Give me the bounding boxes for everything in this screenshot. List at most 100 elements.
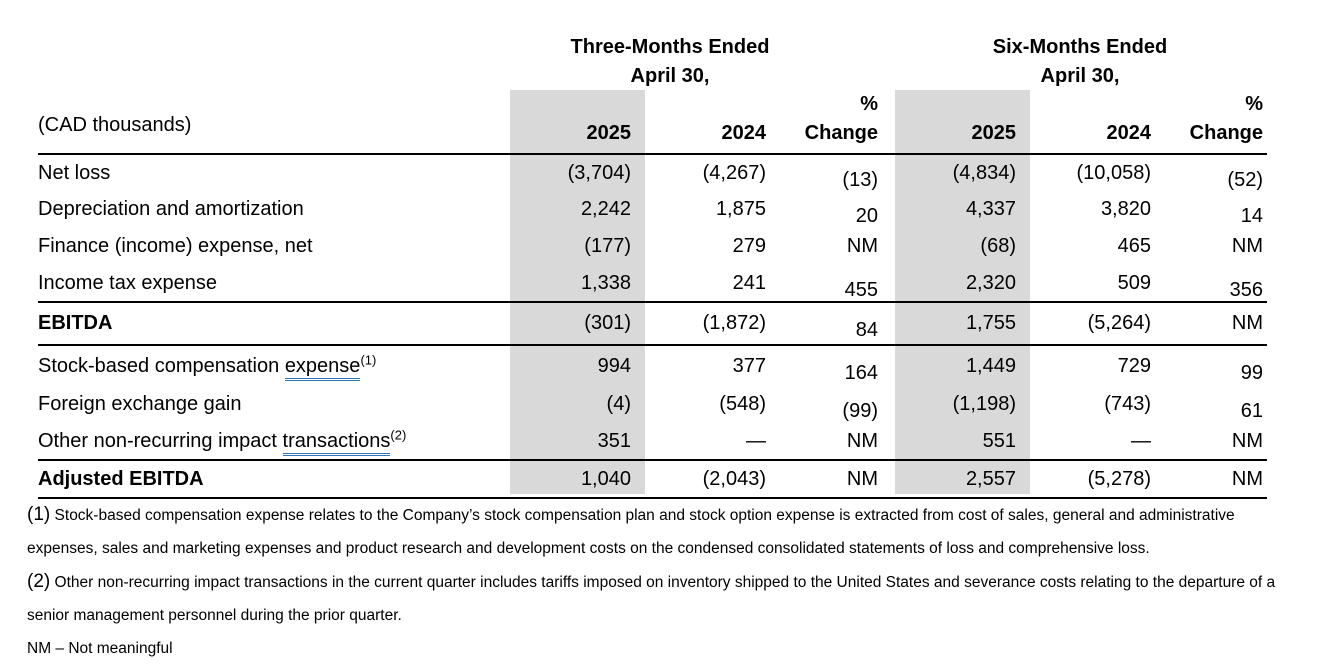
cell-value: 99 (1240, 361, 1263, 384)
column-gap (882, 345, 895, 386)
value-cell: 241 (645, 265, 780, 302)
value-cell: NM (780, 423, 882, 460)
value-cell: (68) (895, 228, 1030, 265)
cell-value: 1,875 (715, 198, 766, 220)
cell-value: NM (846, 235, 878, 257)
row-label: Foreign exchange gain (38, 393, 242, 415)
value-cell: 551 (895, 423, 1030, 460)
value-cell: 1,875 (645, 191, 780, 228)
shaded-column-2025-six-months (895, 90, 1030, 494)
row-label: Income tax expense (38, 271, 217, 294)
column-gap (882, 191, 895, 228)
cell-value: (4) (606, 393, 631, 415)
cell-value: 20 (855, 205, 878, 227)
value-cell: 1,040 (510, 460, 645, 498)
value-cell: 2,242 (510, 191, 645, 228)
table-row: Stock-based compensation expense(1) 994 37… (38, 345, 1267, 386)
value-cell: 279 (645, 228, 780, 265)
value-cell: NM (1165, 302, 1267, 345)
value-cell: (99) (780, 386, 882, 423)
footnote-2-text: Other non-recurring impact transactions … (27, 574, 1276, 624)
cell-value: (68) (980, 235, 1016, 257)
value-cell: (177) (510, 228, 645, 265)
row-label: Depreciation and amortization (38, 198, 304, 220)
value-cell: (5,278) (1030, 460, 1165, 498)
value-cell: (2,043) (645, 460, 780, 498)
footnote-2-marker: (2) (27, 571, 51, 592)
value-cell: (5,264) (1030, 302, 1165, 345)
cell-value: 1,449 (965, 354, 1016, 377)
value-cell: 1,338 (510, 265, 645, 302)
table-row: Adjusted EBITDA 1,040 (2,043) NM 2,557 (5,278… (38, 460, 1267, 498)
value-cell: (548) (645, 386, 780, 423)
value-cell: 509 (1030, 265, 1165, 302)
value-cell: 455 (780, 265, 882, 302)
cell-value: (5,264) (1087, 312, 1151, 334)
value-cell: 99 (1165, 345, 1267, 386)
cell-value: (1,198) (952, 393, 1016, 415)
column-gap (882, 460, 895, 498)
cell-value: 61 (1240, 400, 1263, 422)
cell-value: 4,337 (965, 198, 1016, 220)
cell-value: (13) (842, 168, 878, 191)
six-months-header-line2: April 30, (1040, 65, 1120, 87)
row-label: Finance (income) expense, net (38, 235, 313, 257)
cell-value: 2,320 (965, 271, 1016, 294)
unit-label: (CAD thousands) (38, 114, 192, 136)
cell-value: (4,267) (702, 161, 766, 184)
underlined-word: transactions (282, 429, 391, 456)
cell-value: (52) (1227, 168, 1263, 191)
cell-value: (3,704) (567, 161, 631, 184)
cell-value: 1,755 (965, 312, 1016, 334)
value-cell: (743) (1030, 386, 1165, 423)
col-header-2025-6mo: 2025 (971, 122, 1017, 144)
value-cell: 1,449 (895, 345, 1030, 386)
value-cell: (4) (510, 386, 645, 423)
column-gap (882, 228, 895, 265)
cell-value: (5,278) (1087, 467, 1151, 490)
value-cell: (4,834) (895, 154, 1030, 191)
col-header-2024-6mo: 2024 (1106, 122, 1152, 144)
value-cell: — (1030, 423, 1165, 460)
cell-value: 3,820 (1100, 198, 1151, 220)
cell-value: (99) (842, 400, 878, 422)
cell-value: 551 (982, 429, 1016, 452)
cell-value: 1,040 (580, 467, 631, 490)
value-cell: (301) (510, 302, 645, 345)
cell-value: 2,557 (965, 467, 1016, 490)
cell-value: 455 (844, 278, 878, 301)
footnote-1-text: Stock-based compensation expense relates… (27, 507, 1235, 557)
row-label-text: Other non-recurring impact (38, 429, 283, 452)
value-cell: 20 (780, 191, 882, 228)
cell-value: 377 (732, 354, 766, 377)
value-cell: NM (780, 460, 882, 498)
six-months-header: Six-Months Ended April 30, (880, 33, 1280, 91)
cell-value: (743) (1104, 393, 1151, 415)
table-row: Net loss (3,704) (4,267) (13) (4,834) (10,058… (38, 154, 1267, 191)
cell-value: 279 (732, 235, 766, 257)
underlined-word: expense (284, 354, 361, 381)
row-label: Other non-recurring impact transactions(… (38, 423, 510, 460)
footnote-1: (1) Stock-based compensation expense rel… (27, 498, 1282, 565)
cell-value: — (1131, 429, 1151, 452)
cell-value: (1,872) (702, 312, 766, 334)
cell-value: (301) (584, 312, 631, 334)
value-cell: (4,267) (645, 154, 780, 191)
value-cell: (10,058) (1030, 154, 1165, 191)
column-gap (882, 154, 895, 191)
value-cell: 729 (1030, 345, 1165, 386)
value-cell: 84 (780, 302, 882, 345)
cell-value: NM (1231, 429, 1263, 452)
footnotes: (1) Stock-based compensation expense rel… (27, 498, 1282, 665)
row-label: Net loss (38, 161, 111, 184)
cell-value: (4,834) (952, 161, 1016, 184)
footnote-1-marker: (1) (27, 504, 51, 525)
cell-value: 509 (1117, 271, 1151, 294)
value-cell: 994 (510, 345, 645, 386)
value-cell: NM (1165, 423, 1267, 460)
value-cell: 2,320 (895, 265, 1030, 302)
table-row: Finance (income) expense, net (177) 279 NM (… (38, 228, 1267, 265)
three-months-header-line1: Three-Months Ended (570, 36, 770, 58)
cell-value: (548) (719, 393, 766, 415)
